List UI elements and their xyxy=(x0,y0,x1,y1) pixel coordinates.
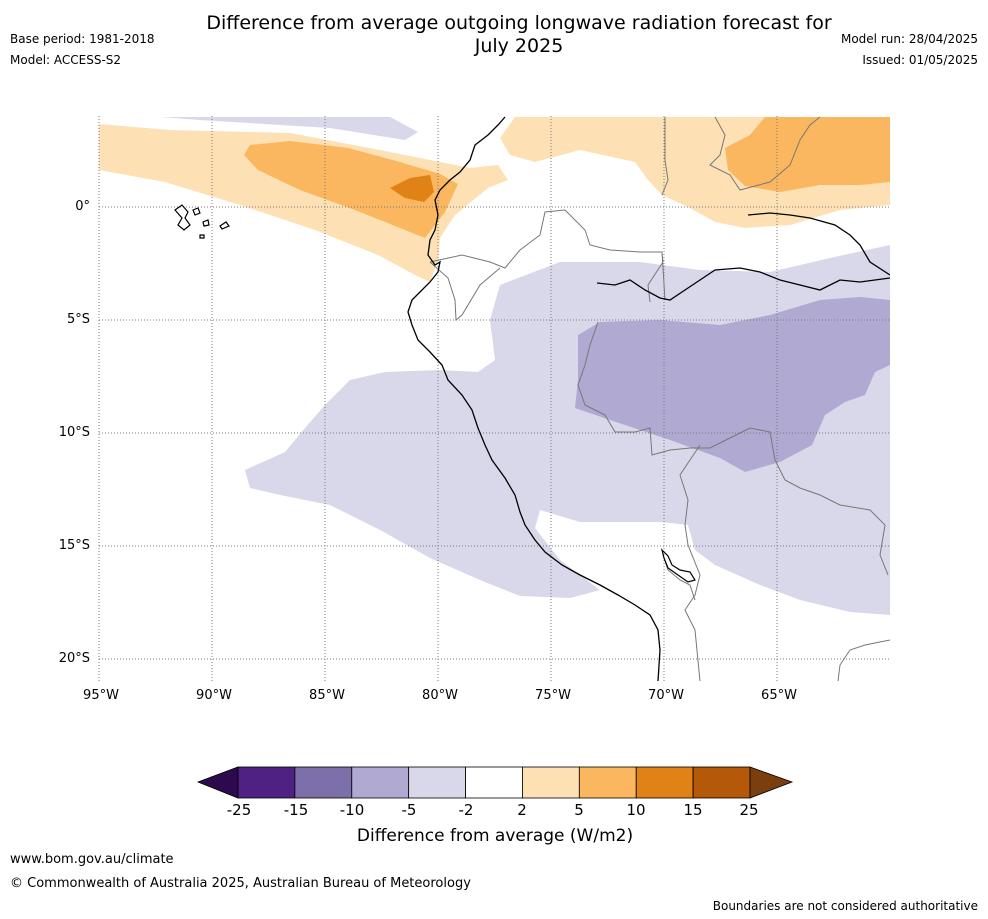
map-gridlines xyxy=(98,116,890,681)
boundaries-disclaimer: Boundaries are not considered authoritat… xyxy=(712,899,978,913)
colorbar-under-arrow xyxy=(196,766,239,799)
model-run: Model run: 28/04/2025 xyxy=(840,32,978,46)
colorbar-tick: 5 xyxy=(574,801,584,819)
olr-positive-medium-west xyxy=(244,141,458,238)
coastline xyxy=(407,116,890,681)
olr-negative-light-north xyxy=(160,117,418,140)
lat-label-20s: 20°S xyxy=(58,651,90,666)
colorbar-tick: 15 xyxy=(683,801,703,819)
issued-date: Issued: 01/05/2025 xyxy=(862,53,978,67)
colorbar-tick: 2 xyxy=(517,801,527,819)
lon-label-75w: 75°W xyxy=(535,688,571,703)
lat-label-10s: 10°S xyxy=(58,425,90,440)
title-line-1: Difference from average outgoing longwav… xyxy=(206,12,832,34)
colorbar-cell xyxy=(635,766,694,799)
colorbar-tick: -5 xyxy=(401,801,417,819)
colorbar-cell xyxy=(294,766,353,799)
lon-label-70w: 70°W xyxy=(648,688,684,703)
meta-left: Base period: 1981-2018 Model: ACCESS-S2 xyxy=(10,29,155,71)
lat-label-15s: 15°S xyxy=(58,538,90,553)
colorbar-over-arrow xyxy=(749,766,794,799)
colorbar-tick: 10 xyxy=(626,801,646,819)
olr-positive-medium-northeast xyxy=(725,117,890,192)
lon-label-95w: 95°W xyxy=(83,688,119,703)
lon-label-85w: 85°W xyxy=(309,688,345,703)
olr-positive-light-west xyxy=(99,124,508,282)
colorbar-cell xyxy=(351,766,410,799)
lon-label-90w: 90°W xyxy=(196,688,232,703)
colorbar-cell xyxy=(692,766,751,799)
colorbar-tick: -25 xyxy=(226,801,252,819)
title-line-2: July 2025 xyxy=(474,35,564,57)
colorbar-cells xyxy=(237,766,751,799)
copyright-text: © Commonwealth of Australia 2025, Austra… xyxy=(10,876,471,891)
colorbar-cell xyxy=(408,766,466,799)
colorbar-tick: -10 xyxy=(339,801,365,819)
galapagos-islands xyxy=(174,204,230,239)
model-name: Model: ACCESS-S2 xyxy=(10,53,122,67)
lat-label-0: 0° xyxy=(75,199,90,214)
lon-label-65w: 65°W xyxy=(761,688,797,703)
colorbar-cell xyxy=(465,766,523,799)
colorbar-tick: -2 xyxy=(458,801,474,819)
country-borders xyxy=(429,116,890,681)
colorbar-tick: -15 xyxy=(283,801,309,819)
lon-label-80w: 80°W xyxy=(422,688,458,703)
base-period: Base period: 1981-2018 xyxy=(10,32,155,46)
colorbar xyxy=(196,766,794,799)
website-link[interactable]: www.bom.gov.au/climate xyxy=(10,852,174,867)
colorbar-cell xyxy=(578,766,637,799)
colorbar-title: Difference from average (W/m2) xyxy=(356,826,634,846)
olr-negative-medium-region xyxy=(575,297,890,472)
meta-right: Model run: 28/04/2025 Issued: 01/05/2025 xyxy=(841,29,978,71)
colorbar-tick: 25 xyxy=(739,801,759,819)
map-fields xyxy=(99,117,890,615)
olr-positive-strong-core xyxy=(390,175,434,202)
lat-label-5s: 5°S xyxy=(66,312,90,327)
lake-titicaca xyxy=(660,548,696,583)
map-title: Difference from average outgoing longwav… xyxy=(150,12,888,58)
colorbar-cell xyxy=(522,766,580,799)
colorbar-cell xyxy=(237,766,296,799)
